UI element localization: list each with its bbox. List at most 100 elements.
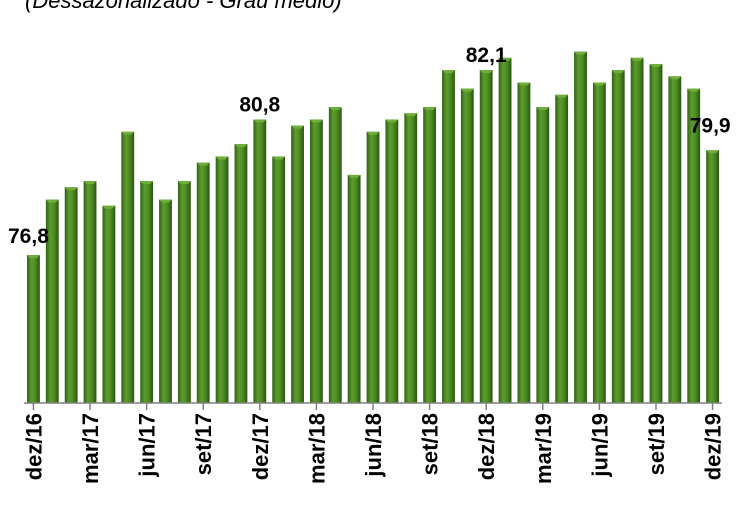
x-tick-label: jun/17 <box>135 413 160 478</box>
bar-cap <box>196 162 210 166</box>
data-labels-group: 76,8 80,8 82,1 79,9 <box>8 44 731 248</box>
bar-cap <box>102 205 116 209</box>
x-ticks-group <box>32 403 714 410</box>
x-tick-label: dez/19 <box>701 413 726 480</box>
bar-dez/17 <box>253 119 267 404</box>
bar-body <box>366 131 380 404</box>
bar-body <box>45 199 59 403</box>
bar-jun/17 <box>140 181 154 403</box>
bar-body <box>555 94 569 404</box>
bar-body <box>479 70 493 404</box>
bar-set/18 <box>423 107 437 403</box>
x-tick-labels-group: dez/16 mar/17 jun/17 set/17 dez/17 mar/18 jun/… <box>21 413 725 484</box>
bar-ago/17 <box>177 181 191 403</box>
x-tick-label: mar/17 <box>78 413 103 484</box>
bar-body <box>177 181 191 403</box>
data-label: 82,1 <box>466 44 507 67</box>
bar-ago/19 <box>630 57 644 403</box>
bar-fev/18 <box>291 125 304 404</box>
bar-cap <box>706 150 719 154</box>
x-tick-label: dez/17 <box>248 413 273 480</box>
data-label: 76,8 <box>8 225 49 248</box>
x-tick-label: jun/19 <box>587 413 612 478</box>
bar-dez/18 <box>479 70 493 404</box>
bar-body <box>404 113 418 404</box>
bar-cap <box>442 70 455 74</box>
bar-body <box>442 70 455 404</box>
bar-abr/18 <box>328 107 342 403</box>
bar-set/19 <box>649 63 663 403</box>
bar-cap <box>649 63 663 67</box>
bar-body <box>272 156 286 403</box>
bar-dez/19 <box>706 150 719 403</box>
bar-jan/17 <box>45 199 59 403</box>
bar-nov/18 <box>460 88 474 403</box>
bar-abr/19 <box>555 94 569 404</box>
x-tick-label: set/17 <box>191 413 216 475</box>
chart-subtitle: (Dessazonalizado - Grau médio) <box>25 0 342 13</box>
bars-group <box>27 51 719 404</box>
bar-body <box>630 57 644 403</box>
bar-body <box>706 150 719 403</box>
bar-jul/19 <box>611 70 625 404</box>
bar-cap <box>611 70 625 74</box>
bar-nov/17 <box>234 144 248 404</box>
bar-cap <box>498 57 512 61</box>
bar-set/17 <box>196 162 210 403</box>
bar-cap <box>291 125 304 129</box>
bar-body <box>121 131 135 404</box>
bar-cap <box>574 51 587 55</box>
bar-jul/17 <box>159 199 172 403</box>
bar-body <box>253 119 267 404</box>
bar-cap <box>592 82 606 86</box>
bar-out/18 <box>442 70 455 404</box>
bar-cap <box>630 57 644 61</box>
x-tick-label: dez/18 <box>474 413 499 480</box>
bar-mai/19 <box>574 51 587 403</box>
bar-body <box>27 255 40 403</box>
bar-mai/17 <box>121 131 135 404</box>
data-label: 80,8 <box>239 94 280 117</box>
bar-body <box>140 181 154 403</box>
data-label: 79,9 <box>690 114 731 137</box>
bar-cap <box>272 156 286 160</box>
bar-jan/19 <box>498 57 512 403</box>
bar-jul/18 <box>385 119 399 404</box>
bar-cap <box>83 181 97 185</box>
bar-cap <box>309 119 323 123</box>
bar-ago/18 <box>404 113 418 404</box>
bar-body <box>347 174 361 403</box>
bar-body <box>668 76 682 403</box>
bar-body <box>291 125 304 404</box>
bar-cap <box>121 131 135 135</box>
bar-cap <box>140 181 154 185</box>
bar-cap <box>64 187 78 191</box>
bar-cap <box>215 156 229 160</box>
x-tick-label: set/19 <box>644 413 669 475</box>
bar-cap <box>45 199 59 203</box>
bar-body <box>102 205 116 403</box>
bar-body <box>574 51 587 403</box>
x-tick-label: set/18 <box>418 413 443 475</box>
bar-mai/18 <box>347 174 361 403</box>
bar-out/17 <box>215 156 229 403</box>
bar-mar/18 <box>309 119 323 404</box>
bar-cap <box>536 107 550 111</box>
bar-mar/19 <box>536 107 550 403</box>
bar-body <box>536 107 550 403</box>
x-tick-label: mar/18 <box>304 413 329 484</box>
bar-dez/16 <box>27 255 40 403</box>
bar-out/19 <box>668 76 682 403</box>
bar-cap <box>460 88 474 92</box>
bar-cap <box>253 119 267 123</box>
bar-body <box>309 119 323 404</box>
bar-body <box>517 82 531 403</box>
bar-body <box>460 88 474 403</box>
bar-body <box>498 57 512 403</box>
bar-mar/17 <box>83 181 97 403</box>
bar-cap <box>159 199 172 203</box>
bar-body <box>649 63 663 403</box>
bar-cap <box>517 82 531 86</box>
bar-cap <box>177 181 191 185</box>
